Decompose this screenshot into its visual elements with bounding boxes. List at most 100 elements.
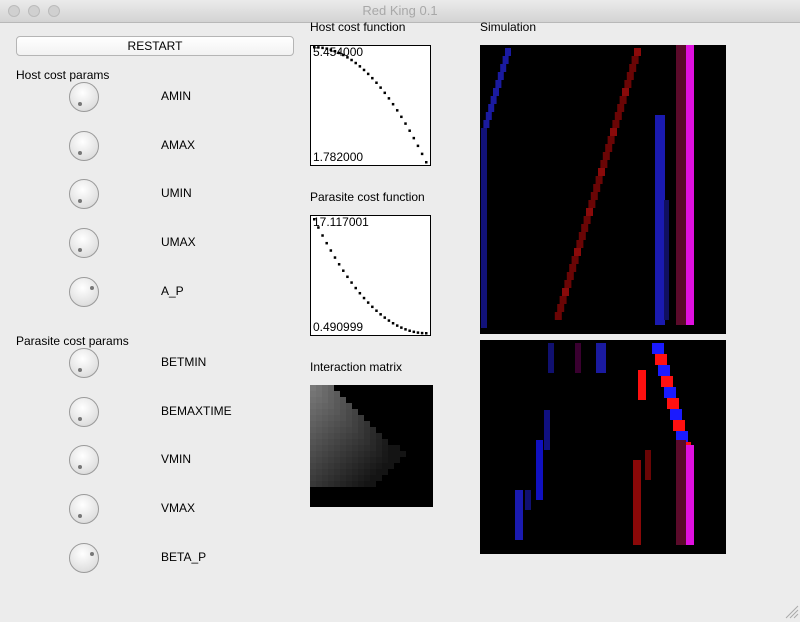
max-label: 17.117001	[313, 215, 369, 229]
matrix-cell	[352, 463, 358, 469]
curve-dot	[387, 319, 391, 322]
matrix-cell	[352, 439, 358, 445]
matrix-cell	[394, 451, 400, 457]
min-label: 1.782000	[313, 150, 363, 164]
matrix-cell	[310, 403, 316, 409]
matrix-cell	[394, 445, 400, 451]
sim-cell	[525, 490, 531, 510]
matrix-cell	[364, 469, 370, 475]
matrix-cell	[328, 403, 334, 409]
knob[interactable]	[69, 276, 99, 307]
close-button[interactable]	[8, 5, 20, 17]
sim-cell	[583, 216, 591, 224]
curve-dot	[354, 286, 357, 290]
curve-dot	[366, 301, 370, 304]
knob[interactable]	[69, 130, 99, 161]
matrix-cell	[358, 445, 364, 451]
curve-dot	[420, 331, 424, 335]
window-title: Red King 0.1	[362, 3, 438, 18]
matrix-cell	[328, 475, 334, 481]
sim-cell	[588, 200, 596, 208]
sim-cell	[500, 64, 507, 72]
knob[interactable]	[69, 396, 99, 427]
matrix-cell	[328, 439, 334, 445]
zoom-button[interactable]	[48, 5, 60, 17]
curve-dot	[342, 53, 345, 57]
minimize-button[interactable]	[28, 5, 40, 17]
matrix-cell	[358, 475, 364, 481]
sim-cell	[664, 387, 676, 398]
matrix-cell	[364, 445, 370, 451]
matrix-cell	[346, 445, 352, 451]
curve-dot	[383, 91, 387, 95]
matrix-cell	[388, 445, 394, 451]
curve-dot	[317, 226, 320, 229]
sim-cell	[554, 312, 562, 320]
knob[interactable]	[69, 228, 99, 259]
matrix-cell	[352, 469, 358, 475]
sim-cell	[658, 365, 670, 376]
matrix-cell	[388, 463, 394, 469]
matrix-cell	[322, 481, 328, 487]
matrix-cell	[364, 427, 370, 433]
matrix-cell	[328, 433, 334, 439]
curve-dot	[358, 65, 362, 68]
knob-indicator	[77, 150, 82, 155]
matrix-cell	[340, 421, 346, 427]
sim-cell	[607, 136, 615, 144]
curve-dot	[346, 56, 349, 59]
sim-cell	[664, 200, 669, 320]
matrix-cell	[310, 463, 316, 469]
knob[interactable]	[69, 348, 99, 378]
matrix-cell	[328, 469, 334, 475]
matrix-cell	[334, 433, 340, 439]
matrix-cell	[334, 481, 340, 487]
knob-label: A_P	[161, 283, 184, 298]
knob[interactable]	[69, 82, 99, 112]
curve-dot	[400, 326, 403, 329]
sim-cell	[548, 343, 554, 373]
restart-button[interactable]: RESTART	[16, 36, 294, 56]
matrix-cell	[352, 475, 358, 481]
matrix-cell	[382, 439, 388, 445]
title-bar: Red King 0.1	[0, 0, 800, 23]
matrix-cell	[334, 415, 340, 421]
matrix-cell	[334, 403, 340, 409]
matrix-cell	[310, 457, 316, 463]
matrix-cell	[316, 409, 322, 415]
sim-cell	[667, 398, 679, 409]
knob[interactable]	[69, 179, 99, 210]
sim-cell	[673, 420, 685, 431]
resize-grip[interactable]	[785, 605, 799, 619]
matrix-cell	[322, 451, 328, 457]
knob[interactable]	[69, 445, 99, 476]
knob[interactable]	[69, 542, 99, 573]
curve-dot	[383, 316, 387, 319]
knob[interactable]	[69, 494, 99, 525]
sim-cell	[495, 80, 502, 88]
matrix-cell	[310, 385, 316, 391]
matrix-cell	[322, 445, 328, 451]
matrix-cell	[376, 475, 382, 481]
matrix-cell	[334, 439, 340, 445]
matrix-cell	[310, 397, 316, 403]
matrix-cell	[328, 415, 334, 421]
matrix-cell	[358, 427, 364, 433]
matrix-cell	[364, 481, 370, 487]
matrix-cell	[346, 469, 352, 475]
sim-cell	[676, 45, 686, 325]
knob-indicator	[89, 552, 94, 557]
sim-cell	[490, 96, 497, 104]
matrix-cell	[334, 445, 340, 451]
plot-title: Interaction matrix	[310, 360, 403, 374]
curve-dot	[379, 86, 382, 89]
curve-dot	[333, 256, 337, 259]
matrix-cell	[328, 421, 334, 427]
knob-indicator	[77, 367, 82, 372]
matrix-cell	[334, 469, 340, 475]
matrix-cell	[352, 433, 358, 439]
matrix-cell	[310, 445, 316, 451]
sim-cell	[629, 64, 637, 72]
curve-dot	[346, 275, 349, 279]
curve-dot	[337, 51, 341, 55]
